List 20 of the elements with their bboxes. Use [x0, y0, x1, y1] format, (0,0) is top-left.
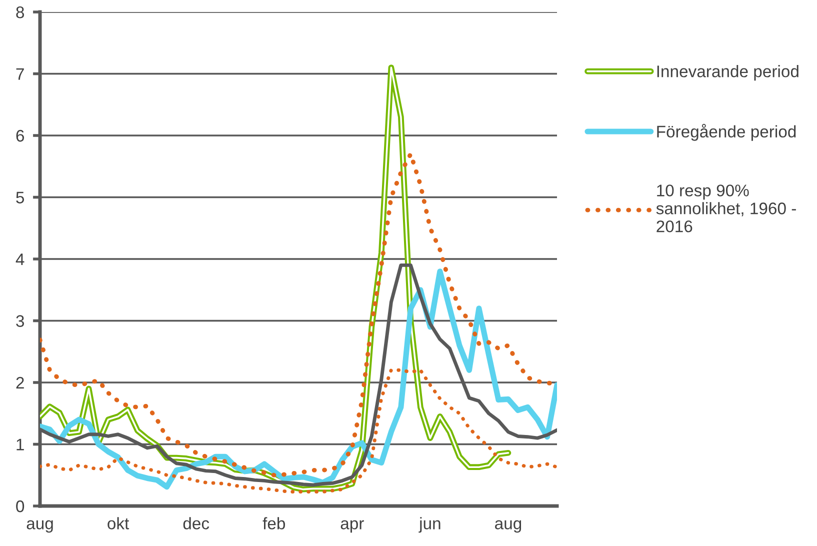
y-tick-label: 5 — [16, 192, 24, 204]
legend-label: 10 resp 90% sannolikhet, 1960 - 2016 — [656, 184, 796, 232]
x-tick-label: dec — [183, 517, 210, 530]
y-tick-label: 4 — [16, 254, 24, 266]
y-tick-label: 6 — [16, 130, 24, 142]
legend-label: Föregående period — [657, 124, 796, 141]
x-tick-label: aug — [26, 520, 53, 533]
x-tick-label: apr — [340, 520, 364, 533]
legend-label: Innevarande period — [657, 65, 798, 81]
y-tick-label: 7 — [16, 68, 24, 80]
y-tick-label: 3 — [16, 315, 24, 327]
y-tick-label: 1 — [16, 438, 24, 450]
x-tick-label: aug — [495, 520, 522, 533]
x-tick-label: feb — [262, 517, 285, 530]
x-tick-label: jun — [418, 517, 440, 533]
line-series — [40, 368, 557, 494]
y-tick-label: 2 — [16, 376, 24, 389]
x-tick-label: okt — [108, 517, 130, 530]
y-tick-label: 0 — [16, 500, 24, 512]
y-tick-label: 8 — [16, 6, 24, 18]
